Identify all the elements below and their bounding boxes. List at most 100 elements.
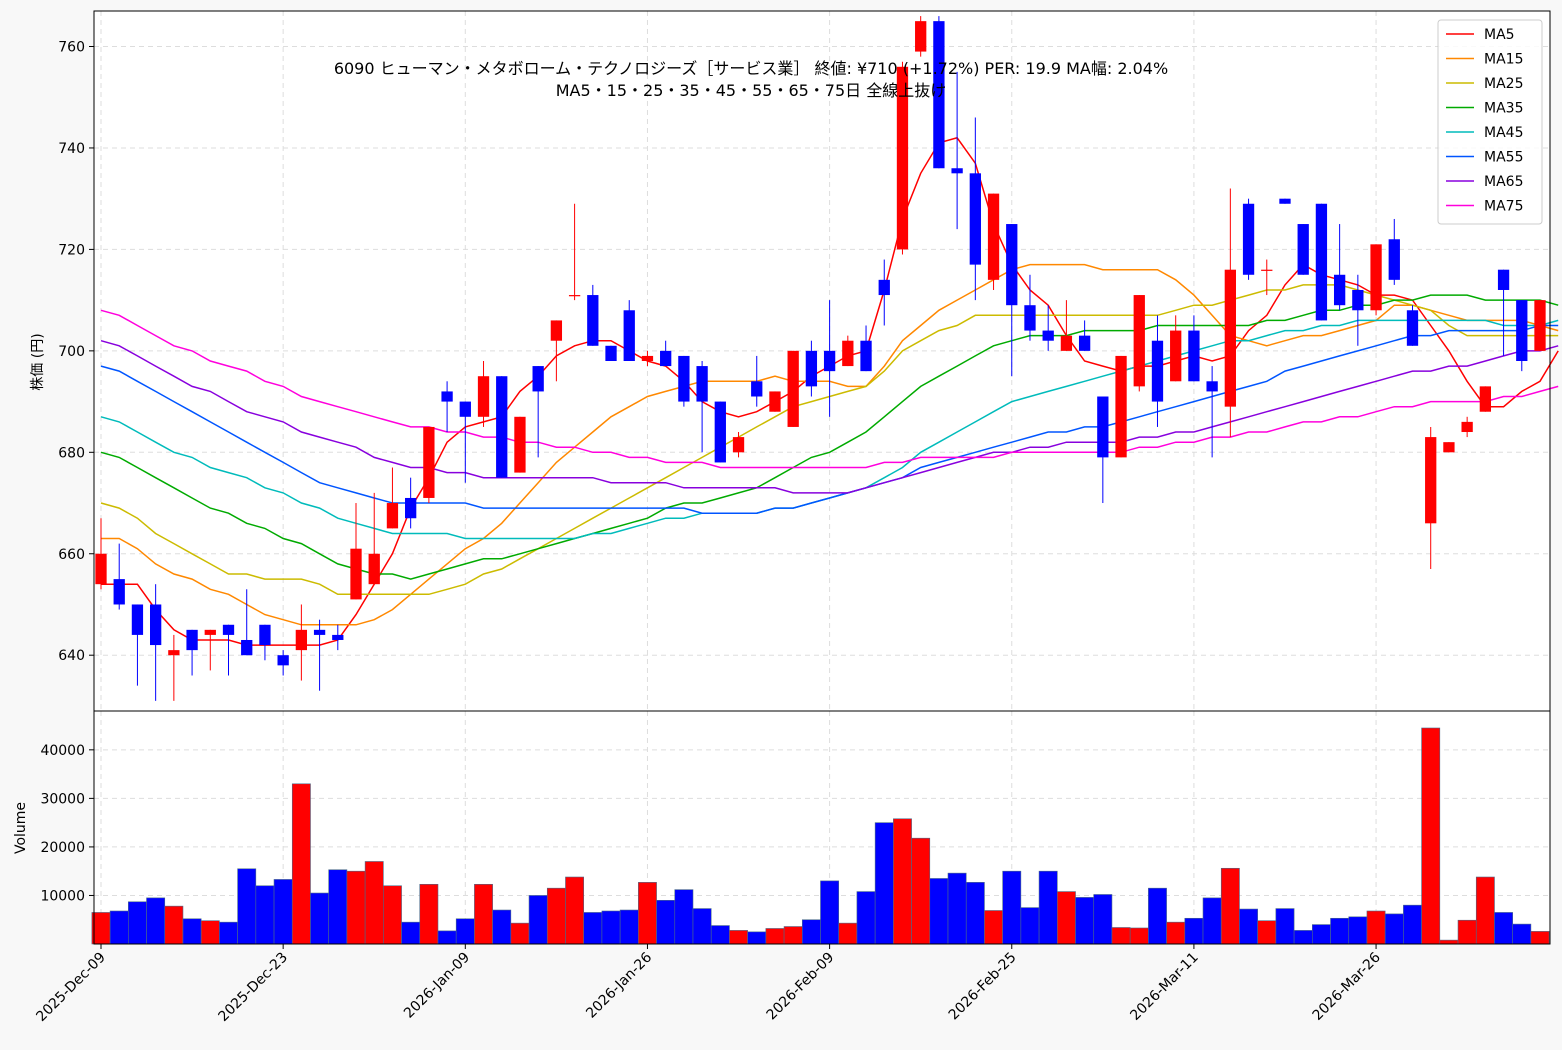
chart-title: 6090 ヒューマン・メタボローム・テクノロジーズ［サービス業］ 終値: ¥71… [334,59,1168,78]
candle [204,629,216,671]
candle [1516,300,1528,372]
legend-item: MA15 [1446,52,1523,68]
candle-body [769,391,781,412]
volume-bar [801,919,821,945]
candle [1242,198,1255,280]
candle-body [1279,198,1291,204]
volume-bar [965,882,985,945]
candle [222,624,235,676]
candle [386,467,399,529]
candle [332,624,344,651]
candle-body [1078,335,1091,351]
candle [295,604,308,681]
volume-bar [1129,927,1149,945]
volume-bar [474,883,493,945]
candle [660,340,672,367]
volume-bar [874,822,894,945]
candle-body [933,21,945,169]
candle [1133,295,1145,392]
volume-bar [1257,920,1277,945]
volume-bar [1020,907,1040,945]
ma-line-ma35 [100,294,1559,580]
candle [477,361,490,427]
candle [131,604,144,686]
volume-bar [1239,908,1258,945]
candle [514,416,526,473]
candle [1333,224,1346,311]
candle [623,300,635,361]
volume-bar [710,925,730,945]
candle [1443,442,1455,453]
legend-box [1437,19,1543,225]
candle-body [186,629,198,651]
volume-bar [1530,931,1550,945]
volume-bar [1056,891,1076,945]
candle-body [1333,274,1346,306]
candle [405,477,417,529]
candle [1425,426,1437,569]
candle-body [1443,442,1455,453]
candle-body [496,376,508,478]
candle-body [878,279,890,296]
candle-body [350,548,362,600]
legend-item: MA35 [1446,101,1523,117]
candle [678,355,690,407]
candle-body [1170,330,1182,382]
volume-axis: 10000 20000 30000 40000 [40,743,94,904]
volume-bar [583,912,603,945]
candle-body [823,350,836,372]
volume-bar [729,930,748,945]
volume-bar [492,909,512,945]
candle [277,650,289,676]
legend-item: MA25 [1446,76,1523,92]
volume-bar [219,921,238,945]
candle-body [295,629,308,651]
volume-bar [1312,924,1331,945]
legend-label: MA35 [1484,101,1523,117]
candle [1388,218,1400,285]
candle [1370,244,1382,316]
candle [1097,396,1109,504]
candle [1534,300,1546,351]
candle [313,619,326,691]
volume-bar [1184,917,1204,945]
candle [149,584,162,701]
candle [1297,224,1309,275]
volume-bar [619,909,639,945]
volume-bar [1220,867,1240,945]
candle-body [805,350,818,387]
candle-body [641,355,654,361]
volume-bar [674,889,694,945]
candle-body [1516,300,1528,361]
volume-tick-label: 30000 [40,791,85,807]
candle-body [1315,203,1328,321]
x-tick-label: 2026-Feb-25 [946,950,1020,1024]
candle-body [1188,330,1200,382]
price-tick-label: 720 [58,242,85,258]
candle-body [131,604,144,635]
candle [969,117,981,301]
candle [1115,355,1127,458]
candle [441,381,453,433]
candle [1188,315,1200,382]
volume-bar [1075,897,1095,945]
volume-bar [1166,921,1186,945]
candle [805,340,818,397]
volume-bar [984,910,1003,945]
candle-body [1097,396,1109,458]
candle [1006,224,1018,377]
candle-body [605,345,617,361]
volume-bar [656,900,676,945]
candle [1024,274,1036,341]
volume-bar [164,905,184,945]
legend-label: MA65 [1484,174,1523,190]
volume-bar [546,887,566,945]
candle-body [969,173,981,265]
candle-body [1352,289,1364,311]
volume-bar [455,918,475,945]
volume-bar [1148,887,1167,945]
candle-body [678,355,690,402]
x-tick-label: 2025-Dec-23 [216,950,291,1025]
candle-body [1060,335,1073,351]
candle-body [1497,269,1510,290]
